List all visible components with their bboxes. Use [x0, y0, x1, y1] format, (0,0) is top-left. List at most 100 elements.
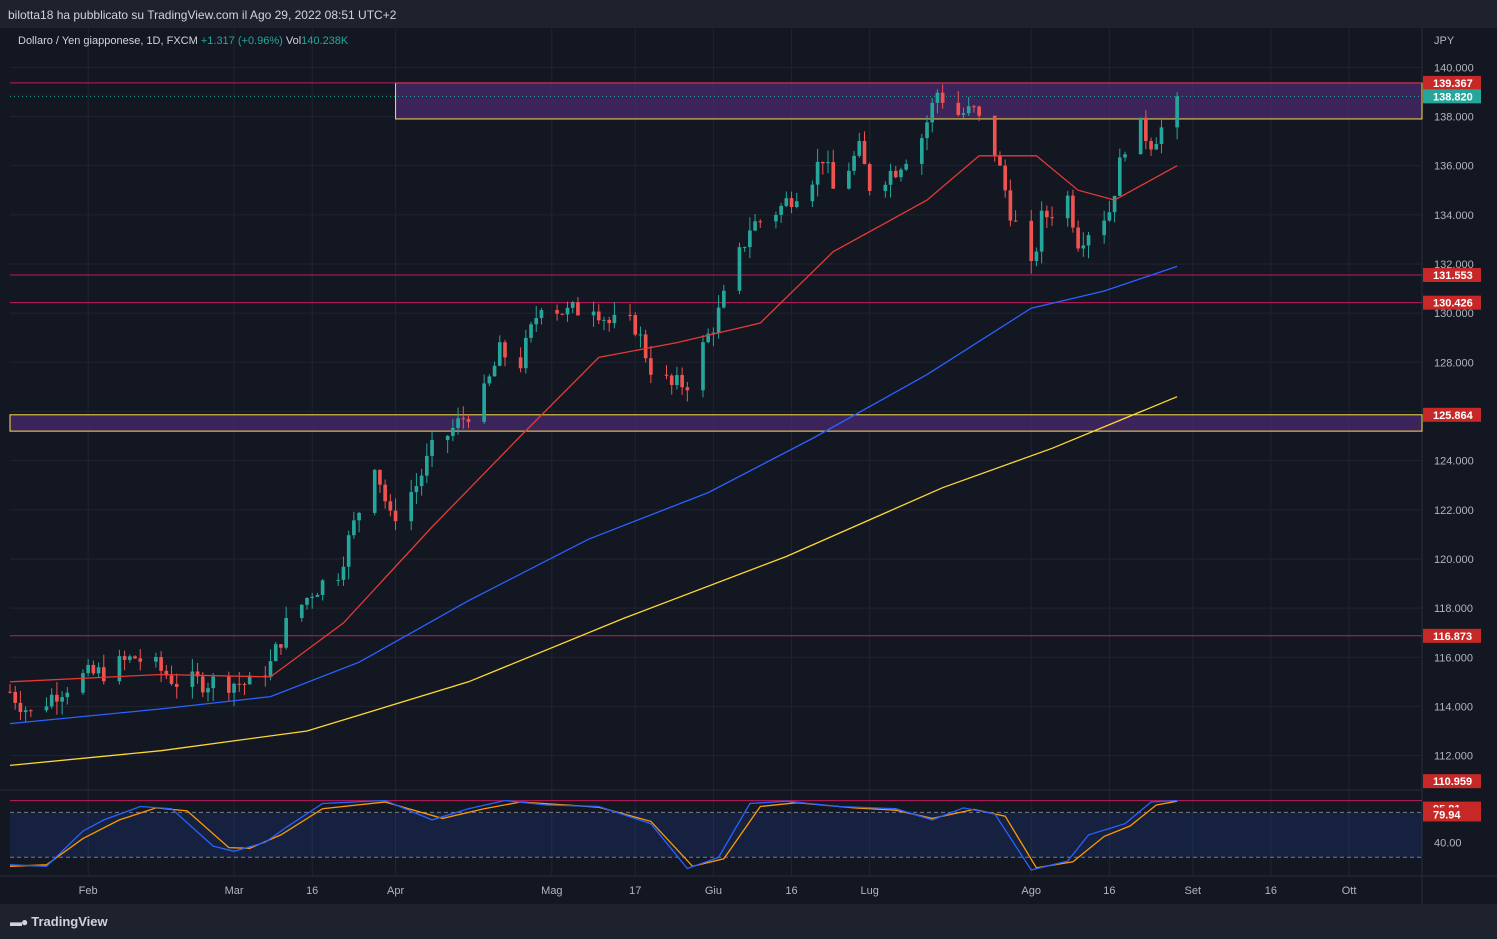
candle-body — [159, 657, 163, 671]
candle-body — [742, 247, 747, 249]
supply-demand-zone — [395, 82, 1423, 120]
candle-body — [899, 169, 903, 178]
candle-body — [211, 676, 216, 689]
candle-body — [299, 604, 304, 618]
candle-body — [1029, 220, 1034, 262]
candle-body — [576, 302, 580, 316]
candle-body — [200, 676, 205, 693]
candle-body — [44, 706, 49, 711]
candle-body — [487, 376, 492, 384]
candle-body — [628, 314, 632, 316]
candle-body — [888, 170, 893, 185]
price-tag: 125.864 — [1433, 410, 1474, 422]
candle-body — [346, 535, 351, 567]
symbol-legend: Dollaro / Yen giapponese, 1D, FXCM +1.31… — [18, 35, 348, 47]
y-tick-label: 136.000 — [1434, 161, 1474, 173]
candle-body — [195, 671, 200, 677]
candle-body — [1008, 190, 1013, 221]
x-tick-label: 16 — [306, 885, 318, 897]
candle-body — [930, 102, 935, 123]
stoch-d-tag: 79.94 — [1433, 809, 1461, 821]
price-tag: 131.553 — [1433, 270, 1473, 282]
candle-body — [227, 676, 231, 693]
top-bar: bilotta18 ha pubblicato su TradingView.c… — [0, 0, 1497, 28]
candle-body — [935, 92, 940, 103]
candle-body — [128, 656, 132, 660]
candle-body — [86, 664, 90, 674]
candle-body — [820, 161, 825, 164]
candle-body — [492, 365, 497, 377]
stoch-tick-label: 40.00 — [1434, 837, 1462, 849]
candle-body — [794, 201, 799, 208]
candle-body — [919, 138, 924, 164]
volume-value: 140.238K — [301, 35, 349, 47]
candle-body — [748, 230, 752, 248]
volume-label: Vol — [285, 35, 302, 47]
x-tick-label: Set — [1184, 885, 1201, 897]
candle-body — [8, 691, 12, 693]
candle-body — [451, 427, 455, 436]
candle-body — [1112, 195, 1117, 213]
y-tick-label: 114.000 — [1434, 701, 1473, 713]
candle-body — [237, 683, 242, 685]
candle-body — [633, 315, 638, 335]
candle-body — [1034, 251, 1039, 262]
price-tag-bg — [1423, 89, 1481, 104]
tradingview-logo[interactable]: ▬● TradingView — [10, 914, 108, 929]
candle-body — [643, 334, 648, 359]
y-tick-label: 138.000 — [1434, 111, 1474, 123]
candle-body — [60, 697, 64, 702]
candle-body — [1102, 220, 1106, 236]
candle-body — [133, 656, 137, 659]
candle-body — [247, 675, 252, 685]
candle-body — [523, 337, 528, 369]
candle-body — [310, 596, 315, 599]
price-tag-bg — [1423, 295, 1481, 310]
candle-body — [826, 162, 830, 164]
moving-average-100 — [9, 265, 1178, 725]
candle-body — [810, 184, 815, 202]
candle-body — [961, 113, 966, 115]
candle-body — [372, 469, 377, 513]
candle-body — [190, 671, 195, 687]
bottom-bar: ▬● TradingView — [0, 904, 1497, 939]
candle-body — [972, 106, 976, 108]
price-tag: 116.873 — [1433, 631, 1472, 643]
candle-body — [81, 673, 85, 693]
moving-average-20 — [9, 155, 1178, 683]
candle-body — [1138, 117, 1143, 155]
candle-body — [461, 418, 466, 420]
stoch-d-tag-bg — [1423, 807, 1481, 822]
candle-body — [1159, 127, 1164, 144]
candle-body — [529, 324, 533, 338]
candle-body — [1045, 210, 1049, 218]
price-chart[interactable]: JPY 112.000 114.000 116.000 118.000 120.000 12… — [0, 28, 1497, 904]
price-tag-bg — [1423, 407, 1481, 422]
candle-body — [352, 520, 356, 536]
candle-body — [675, 375, 679, 385]
candle-body — [716, 307, 721, 333]
candles — [8, 84, 1179, 723]
x-tick-label: 16 — [785, 885, 797, 897]
candle-body — [753, 221, 757, 231]
candle-body — [857, 140, 862, 156]
candle-body — [815, 161, 820, 185]
candle-body — [539, 310, 544, 319]
candle-body — [534, 318, 539, 325]
candle-body — [138, 658, 143, 662]
candle-body — [1065, 195, 1070, 219]
candle-body — [1039, 210, 1044, 252]
price-tag-bg — [1423, 75, 1481, 90]
candle-body — [393, 510, 398, 522]
candle-body — [680, 375, 684, 388]
candle-body — [1071, 195, 1075, 228]
candle-body — [664, 374, 669, 376]
candle-body — [940, 92, 945, 103]
candle-body — [49, 694, 54, 707]
candle-body — [388, 501, 393, 511]
y-tick-label: 134.000 — [1434, 210, 1474, 222]
y-tick-label: 128.000 — [1434, 357, 1474, 369]
candle-body — [779, 205, 783, 215]
candle-body — [65, 692, 70, 698]
brand-name: TradingView — [31, 914, 108, 929]
